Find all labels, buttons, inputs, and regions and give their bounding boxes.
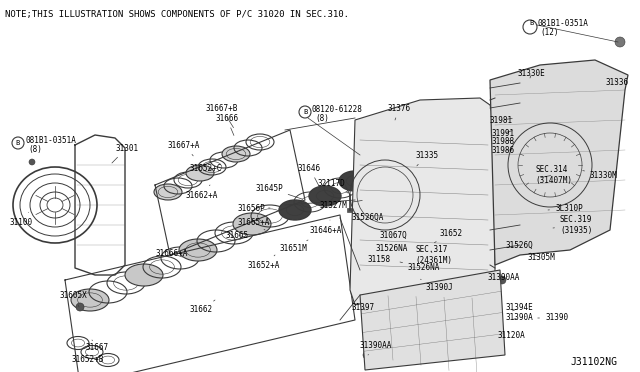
Text: 31397: 31397 <box>352 304 375 312</box>
Circle shape <box>615 37 625 47</box>
Ellipse shape <box>186 165 214 181</box>
Bar <box>347 208 353 212</box>
Text: 31390A: 31390A <box>505 314 532 323</box>
Text: SEC.314
(31407M): SEC.314 (31407M) <box>535 165 572 185</box>
Text: B: B <box>529 20 533 26</box>
Text: 31652+C: 31652+C <box>190 164 222 173</box>
Text: 31526QA: 31526QA <box>352 212 385 221</box>
Text: SEC.317
(24361M): SEC.317 (24361M) <box>415 245 452 265</box>
Text: 08120-61228: 08120-61228 <box>312 105 363 113</box>
Text: SEC.319
(31935): SEC.319 (31935) <box>553 215 593 235</box>
Text: 31605X: 31605X <box>60 291 88 307</box>
Text: 31652+B: 31652+B <box>72 356 104 365</box>
Text: 31390: 31390 <box>538 314 568 323</box>
Text: 32117D: 32117D <box>318 179 348 193</box>
Ellipse shape <box>381 256 388 260</box>
Text: (8): (8) <box>28 144 42 154</box>
Text: 31390J: 31390J <box>420 279 452 292</box>
Text: 31666: 31666 <box>215 113 238 135</box>
Text: 31305M: 31305M <box>528 253 556 263</box>
Text: 31390AA: 31390AA <box>488 273 520 282</box>
Text: 31158: 31158 <box>368 256 391 264</box>
Text: 31646+A: 31646+A <box>310 220 342 234</box>
Ellipse shape <box>392 248 399 252</box>
Text: 31981: 31981 <box>490 115 513 125</box>
Text: 31667: 31667 <box>85 340 108 353</box>
Text: 31330E: 31330E <box>518 68 546 78</box>
Text: 31526Q: 31526Q <box>505 241 532 250</box>
Text: J31102NG: J31102NG <box>570 357 617 367</box>
Text: NOTE;THIS ILLUSTRATION SHOWS COMPONENTS OF P/C 31020 IN SEC.310.: NOTE;THIS ILLUSTRATION SHOWS COMPONENTS … <box>5 10 349 19</box>
Text: 31100: 31100 <box>10 212 33 227</box>
Ellipse shape <box>360 196 370 203</box>
Polygon shape <box>360 270 505 370</box>
Text: 31665+A: 31665+A <box>238 218 270 230</box>
Polygon shape <box>490 60 628 265</box>
Circle shape <box>29 159 35 165</box>
Text: 31986: 31986 <box>492 145 515 154</box>
Text: 31067Q: 31067Q <box>380 231 408 240</box>
Text: 081B1-0351A: 081B1-0351A <box>537 19 588 28</box>
Text: (12): (12) <box>540 28 559 36</box>
Text: 31336: 31336 <box>605 77 628 87</box>
Text: 31526NA: 31526NA <box>375 244 408 253</box>
Text: B: B <box>303 109 307 115</box>
Text: 31390AA: 31390AA <box>360 340 392 355</box>
Text: 31376: 31376 <box>388 103 411 120</box>
Circle shape <box>76 303 84 311</box>
Text: 081B1-0351A: 081B1-0351A <box>25 135 76 144</box>
Circle shape <box>426 236 434 244</box>
Text: 3L310P: 3L310P <box>548 203 583 212</box>
Text: 31646: 31646 <box>298 164 321 186</box>
Text: 31645P: 31645P <box>255 183 302 199</box>
Text: 31991: 31991 <box>492 128 515 138</box>
Text: 31335: 31335 <box>415 151 438 166</box>
Text: (8): (8) <box>315 113 329 122</box>
Text: 31662+A: 31662+A <box>185 185 218 199</box>
Text: B: B <box>16 140 20 146</box>
Text: 31652+A: 31652+A <box>248 255 280 269</box>
Text: 31330M: 31330M <box>582 170 618 180</box>
Circle shape <box>363 351 371 359</box>
Text: 31667+B: 31667+B <box>205 103 237 128</box>
Text: 31301: 31301 <box>112 144 138 163</box>
Circle shape <box>498 276 506 284</box>
Ellipse shape <box>233 213 271 235</box>
Text: 31988: 31988 <box>492 137 515 145</box>
Circle shape <box>428 246 436 254</box>
Ellipse shape <box>339 171 371 191</box>
Text: 31394E: 31394E <box>505 304 532 312</box>
Ellipse shape <box>309 186 341 206</box>
Ellipse shape <box>71 289 109 311</box>
Text: 31665: 31665 <box>225 231 248 240</box>
Text: 31651M: 31651M <box>280 240 308 253</box>
Text: 31667+A: 31667+A <box>168 141 200 156</box>
Text: 31662: 31662 <box>190 300 215 314</box>
Text: 31526NA: 31526NA <box>400 262 440 273</box>
Ellipse shape <box>154 184 182 200</box>
Text: 31327M: 31327M <box>320 201 362 209</box>
Text: 31120A: 31120A <box>498 330 525 340</box>
Ellipse shape <box>179 239 217 261</box>
Ellipse shape <box>222 146 250 162</box>
Text: 31656P: 31656P <box>238 203 270 212</box>
Text: 31666+A: 31666+A <box>155 248 188 257</box>
Ellipse shape <box>385 238 392 242</box>
Ellipse shape <box>125 264 163 286</box>
Text: 31652: 31652 <box>435 228 463 243</box>
Polygon shape <box>350 98 495 305</box>
Ellipse shape <box>279 200 311 220</box>
